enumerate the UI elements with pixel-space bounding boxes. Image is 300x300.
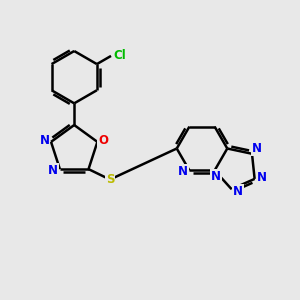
Text: S: S [106,173,114,186]
Text: O: O [98,134,108,147]
Text: N: N [48,164,58,177]
Text: N: N [40,134,50,147]
Text: N: N [251,142,261,155]
Text: N: N [211,170,221,183]
Text: Cl: Cl [113,49,126,62]
Text: N: N [233,185,243,198]
Text: N: N [178,165,188,178]
Text: N: N [257,171,267,184]
